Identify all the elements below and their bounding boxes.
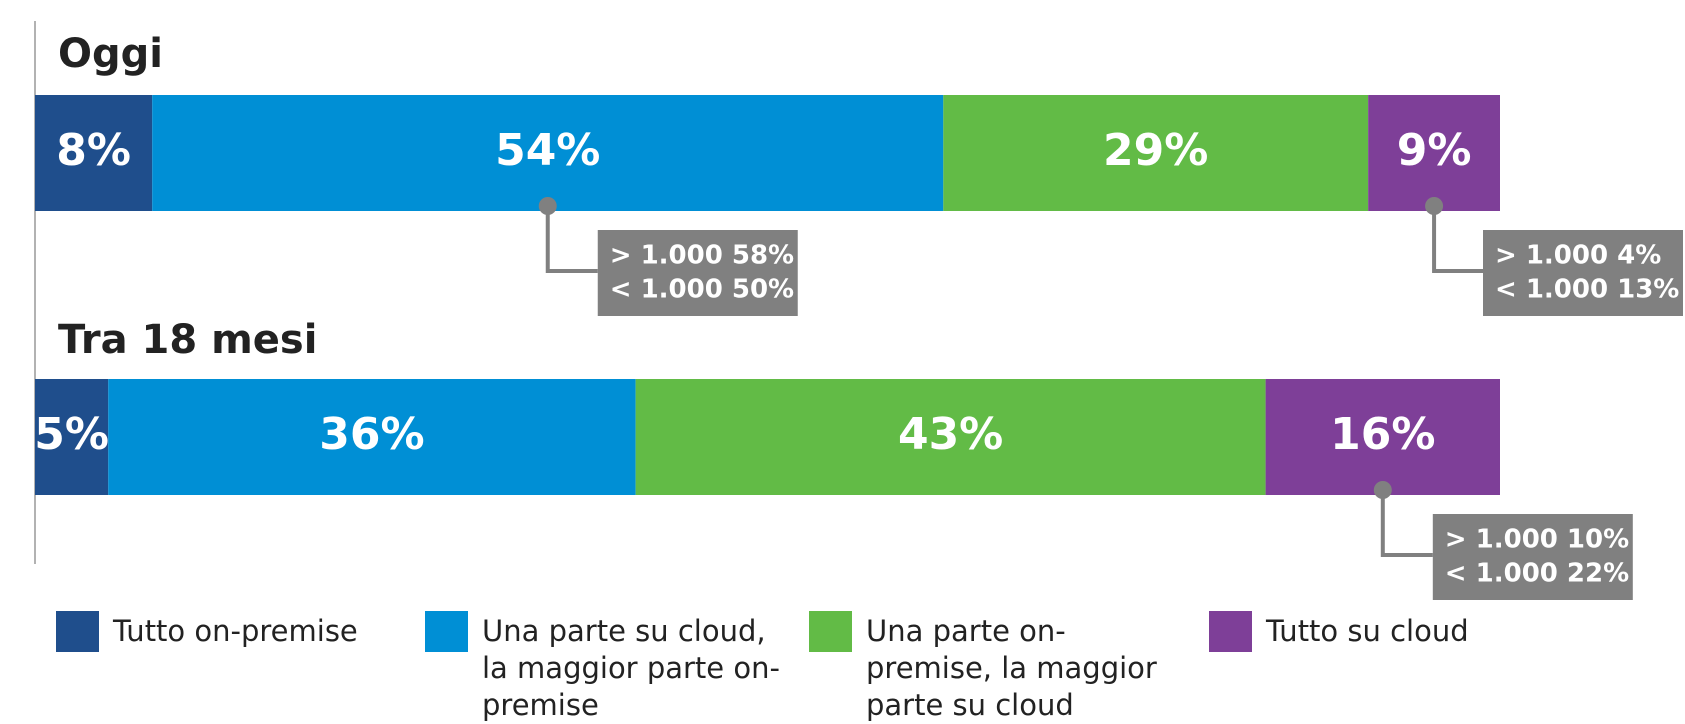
value-label: 9% — [1397, 125, 1472, 176]
legend-label: Tutto on-premise — [113, 614, 358, 648]
legend-swatch — [1209, 611, 1252, 652]
callout-line — [545, 206, 598, 273]
callout-text: > 1.000 10% — [1445, 525, 1629, 555]
legend-item: Una parte su cloud, la maggior parte on-… — [425, 611, 797, 724]
callout-box — [597, 230, 798, 316]
bar-segment — [1265, 379, 1500, 495]
bar-segment — [35, 95, 153, 211]
callout-text: > 1.000 58% — [610, 241, 794, 271]
row-title: Oggi — [58, 31, 163, 77]
legend-label: Tutto su cloud — [1266, 614, 1469, 648]
legend-item: Tutto on-premise — [56, 611, 428, 652]
value-label: 5% — [34, 409, 109, 460]
value-label: 36% — [319, 409, 424, 460]
legend-item: Una parte on-premise, la maggior parte s… — [809, 611, 1181, 724]
value-label: 54% — [495, 125, 600, 176]
callout-text: < 1.000 50% — [610, 275, 794, 305]
bar-segment — [152, 95, 944, 211]
callout-text: < 1.000 22% — [1445, 559, 1629, 589]
callout-text: > 1.000 4% — [1495, 241, 1661, 271]
value-label: 8% — [56, 125, 131, 176]
callout-box — [1483, 230, 1683, 316]
legend-swatch — [425, 611, 468, 652]
callout-dot — [538, 197, 557, 215]
legend-label: Una parte on-premise, la maggior parte s… — [866, 614, 1157, 722]
callout-box — [1432, 514, 1633, 600]
callout-dot — [1425, 197, 1444, 215]
value-label: 16% — [1330, 409, 1435, 460]
bar-segment — [108, 379, 636, 495]
legend-item: Tutto su cloud — [1209, 611, 1581, 652]
callout-line — [1432, 206, 1483, 273]
bar-segment — [1368, 95, 1500, 211]
bar-segment — [635, 379, 1266, 495]
legend-swatch — [809, 611, 852, 652]
value-label: 43% — [898, 409, 1003, 460]
row-title: Tra 18 mesi — [58, 317, 317, 363]
callout-line — [1380, 490, 1433, 557]
callout-dot — [1373, 481, 1392, 499]
bar-segment — [35, 379, 109, 495]
callout-text: < 1.000 13% — [1495, 275, 1679, 305]
legend-label: Una parte su cloud, la maggior parte on-… — [482, 614, 780, 722]
legend-swatch — [56, 611, 99, 652]
value-label: 29% — [1103, 125, 1208, 176]
bar-segment — [943, 95, 1369, 211]
